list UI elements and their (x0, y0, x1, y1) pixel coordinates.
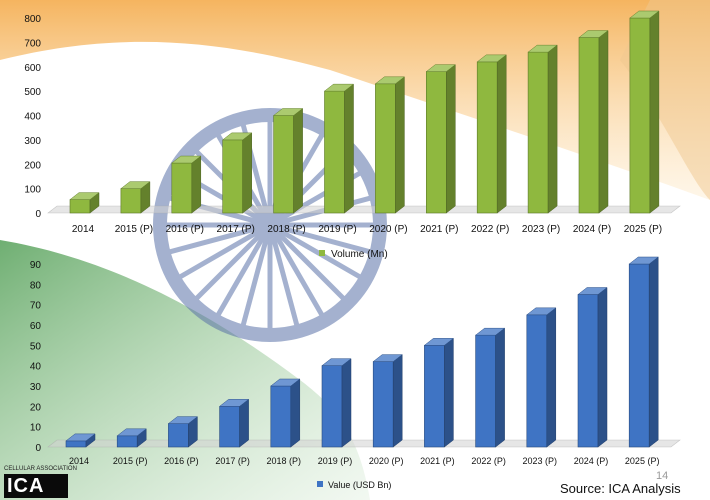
value-bar (321, 358, 352, 448)
association-text: CELLULAR ASSOCIATION (4, 466, 77, 472)
volume-x-tick-label: 2019 (P) (318, 224, 356, 235)
value-y-tick-label: 60 (30, 321, 42, 332)
volume-x-tick-label: 2017 (P) (217, 224, 255, 235)
volume-y-tick-label: 600 (24, 63, 41, 74)
volume-bar (527, 44, 558, 214)
volume-x-ticks: 2014 2015 (P) 2016 (P) 2017 (P) 2018 (P) 2019… (72, 224, 662, 235)
volume-floor (47, 205, 681, 214)
value-y-tick-label: 10 (30, 423, 42, 434)
value-legend: Value (USD Bn) (317, 480, 391, 490)
volume-x-tick-label: 2018 (P) (267, 224, 305, 235)
value-y-tick-label: 30 (30, 382, 42, 393)
value-y-tick-label: 50 (30, 341, 42, 352)
volume-y-tick-label: 700 (24, 38, 41, 49)
volume-bar (374, 76, 406, 214)
volume-y-tick-label: 200 (24, 160, 41, 171)
volume-x-tick-label: 2025 (P) (624, 224, 662, 235)
volume-legend-label: Volume (Mn) (331, 249, 388, 260)
volume-bar (69, 192, 100, 214)
value-bar (628, 256, 659, 448)
value-x-tick-label: 2015 (P) (113, 456, 148, 466)
value-y-tick-label: 20 (30, 402, 42, 413)
ica-logo: CELLULAR ASSOCIATION ICA (4, 466, 77, 498)
value-bar (577, 286, 608, 448)
volume-x-tick-label: 2021 (P) (420, 224, 458, 235)
volume-bars (47, 10, 681, 214)
value-bar (65, 433, 96, 448)
value-bar (526, 307, 557, 448)
volume-y-tick-label: 100 (24, 185, 41, 196)
volume-legend-swatch (319, 250, 325, 256)
value-x-tick-label: 2016 (P) (164, 456, 199, 466)
value-bar (270, 378, 301, 448)
volume-x-tick-label: 2020 (P) (369, 224, 407, 235)
value-x-ticks: 2014 2015 (P) 2016 (P) 2017 (P) 2018 (P) 2019… (69, 456, 659, 466)
volume-x-tick-label: 2024 (P) (573, 224, 611, 235)
value-x-tick-label: 2017 (P) (215, 456, 250, 466)
value-x-tick-label: 2020 (P) (369, 456, 404, 466)
value-legend-swatch (317, 481, 323, 487)
volume-y-tick-label: 400 (24, 112, 41, 123)
volume-bar (272, 107, 304, 214)
value-x-tick-label: 2023 (P) (523, 456, 558, 466)
volume-bar (578, 29, 609, 214)
value-y-tick-label: 40 (30, 362, 42, 373)
value-bar (167, 416, 199, 448)
volume-x-tick-label: 2015 (P) (115, 224, 153, 235)
value-bar (423, 337, 455, 448)
value-floor (47, 439, 681, 448)
volume-y-tick-label: 300 (24, 136, 41, 147)
volume-bar (221, 132, 253, 214)
value-y-tick-label: 80 (30, 280, 42, 291)
volume-x-tick-label: 2014 (72, 224, 95, 235)
value-x-tick-label: 2021 (P) (420, 456, 455, 466)
value-bars (47, 256, 681, 448)
volume-y-ticks: 0 100 200 300 400 500 600 700 800 (24, 14, 41, 220)
value-bar (372, 354, 403, 448)
volume-x-tick-label: 2023 (P) (522, 224, 560, 235)
volume-bar (425, 64, 457, 214)
volume-legend: Volume (Mn) (319, 249, 388, 260)
value-x-tick-label: 2019 (P) (318, 456, 353, 466)
value-y-tick-label: 0 (35, 443, 41, 454)
value-x-tick-label: 2018 (P) (267, 456, 302, 466)
logo-mark: ICA (4, 474, 68, 498)
volume-y-tick-label: 0 (35, 209, 41, 220)
volume-bar (171, 155, 202, 214)
value-y-ticks: 0 10 20 30 40 50 60 70 80 90 (30, 260, 42, 454)
value-y-tick-label: 90 (30, 260, 42, 271)
source-note: Source: ICA Analysis (560, 481, 681, 496)
volume-bar (120, 181, 151, 214)
volume-y-tick-label: 800 (24, 14, 41, 25)
page-number: 14 (656, 470, 669, 482)
value-y-tick-label: 70 (30, 301, 42, 312)
volume-bar (323, 83, 355, 214)
value-legend-label: Value (USD Bn) (328, 480, 391, 490)
value-x-tick-label: 2014 (69, 456, 89, 466)
volume-bar (629, 10, 660, 214)
value-bar (116, 428, 147, 448)
volume-x-tick-label: 2022 (P) (471, 224, 509, 235)
value-x-tick-label: 2025 (P) (625, 456, 660, 466)
value-x-tick-label: 2022 (P) (471, 456, 506, 466)
volume-y-tick-label: 500 (24, 87, 41, 98)
value-x-tick-label: 2024 (P) (574, 456, 609, 466)
volume-bar (476, 54, 507, 214)
value-chart: 0 10 20 30 40 50 60 70 80 90 2014 2015 (P) 2016 (P)… (30, 256, 681, 490)
value-bar (218, 398, 250, 448)
value-bar (474, 327, 506, 448)
volume-x-tick-label: 2016 (P) (166, 224, 204, 235)
